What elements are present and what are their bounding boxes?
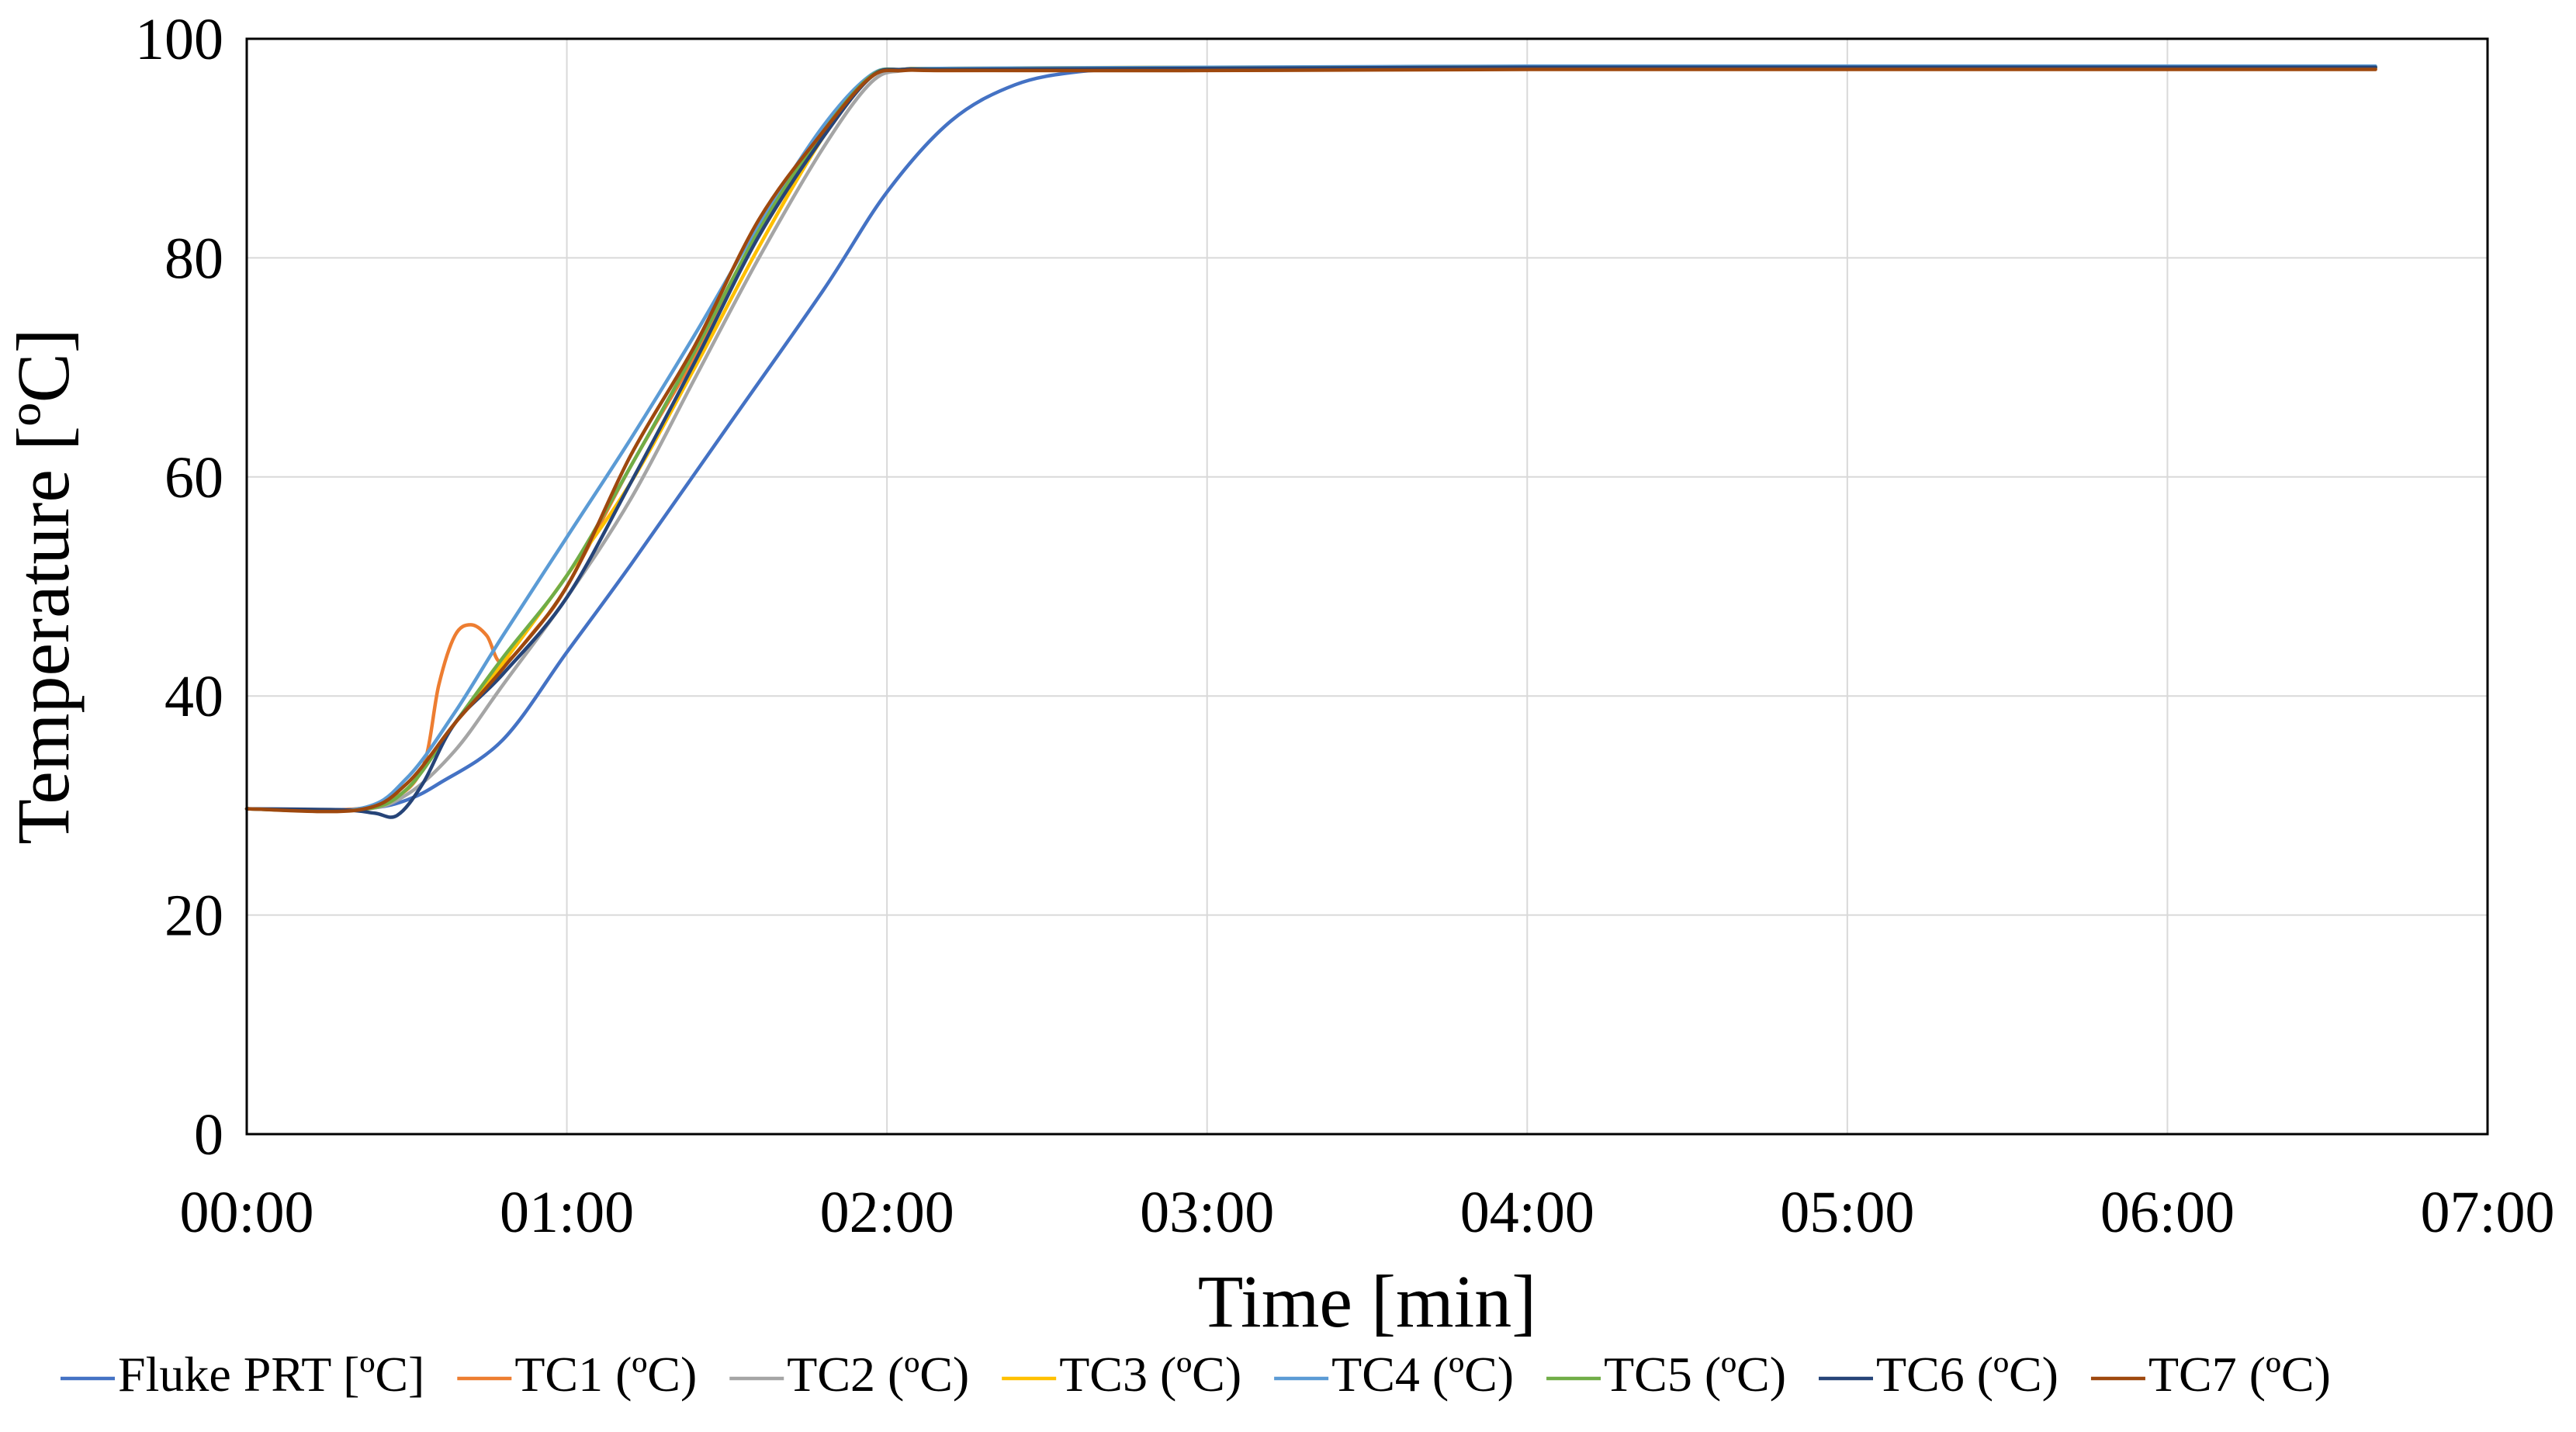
x-tick-label: 04:00 — [1460, 1180, 1594, 1245]
y-tick-label: 20 — [164, 884, 223, 949]
y-axis-title: Temperature [ºC] — [2, 328, 85, 844]
y-axis-ticks: 0 20 40 60 80 100 — [135, 7, 223, 1167]
x-axis-ticks: 00:00 01:00 02:00 03:00 04:00 05:00 06:00 07:00 — [179, 1180, 2554, 1245]
legend-label-tc1-c: TC1 (ºC) — [514, 1347, 697, 1402]
x-tick-label: 06:00 — [2100, 1180, 2235, 1245]
series-line-tc4-c — [244, 64, 2377, 813]
legend-label-tc3-c: TC3 (ºC) — [1059, 1347, 1241, 1402]
legend-label-tc6-c: TC6 (ºC) — [1876, 1347, 2058, 1402]
plot-area-border — [245, 37, 2489, 1136]
y-tick-label: 100 — [135, 7, 223, 72]
legend-label-fluke-prt-c: Fluke PRT [ºC] — [118, 1347, 424, 1402]
legend-label-tc5-c: TC5 (ºC) — [1604, 1347, 1786, 1402]
x-tick-label: 01:00 — [500, 1180, 634, 1245]
legend-label-tc4-c: TC4 (ºC) — [1331, 1347, 1514, 1402]
x-tick-label: 00:00 — [179, 1180, 313, 1245]
series-line-tc5-c — [244, 65, 2377, 813]
x-tick-label: 07:00 — [2420, 1180, 2554, 1245]
series-line-tc1-c — [244, 66, 2377, 812]
series-line-tc6-c — [244, 65, 2377, 819]
series-lines — [244, 64, 2377, 819]
grid — [246, 38, 2488, 1135]
y-tick-label: 60 — [164, 445, 223, 510]
y-tick-label: 40 — [164, 664, 223, 729]
x-tick-label: 05:00 — [1780, 1180, 1914, 1245]
x-tick-label: 03:00 — [1140, 1180, 1274, 1245]
series-line-tc3-c — [244, 65, 2377, 813]
legend-label-tc2-c: TC2 (ºC) — [787, 1347, 969, 1402]
legend-label-tc7-c: TC7 (ºC) — [2148, 1347, 2331, 1402]
series-line-fluke-prt-c — [244, 65, 2377, 812]
series-line-tc2-c — [244, 65, 2377, 813]
y-tick-label: 0 — [194, 1102, 223, 1167]
x-tick-label: 02:00 — [820, 1180, 954, 1245]
series-line-tc7-c — [244, 67, 2377, 814]
legend: Fluke PRT [ºC] TC1 (ºC) TC2 (ºC) TC3 (ºC) TC… — [61, 1347, 2331, 1402]
x-axis-title: Time [min] — [1198, 1260, 1537, 1343]
y-tick-label: 80 — [164, 226, 223, 291]
